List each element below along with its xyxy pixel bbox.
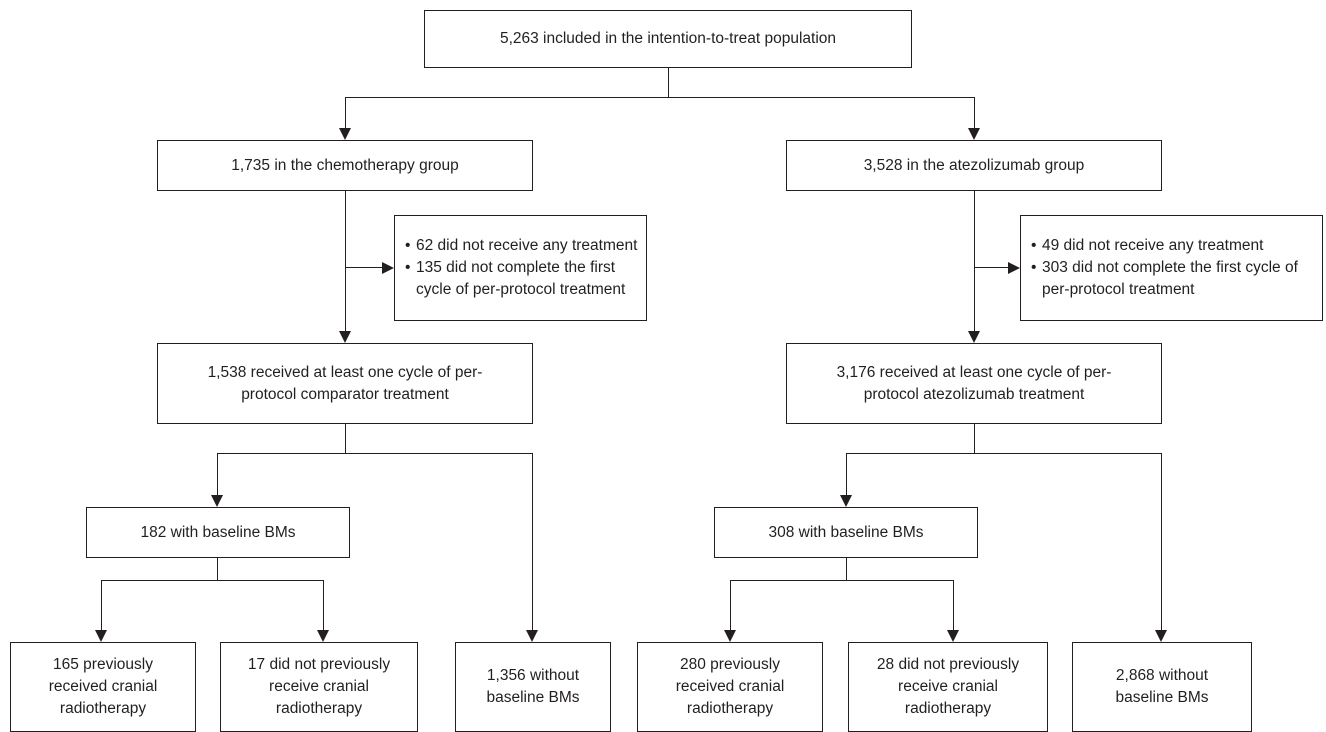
chemotherapy-previous-radiotherapy-label: 165 previously received cranial radiothe…: [48, 656, 158, 717]
arrow-head: [526, 630, 538, 642]
itt-population-box: 5,263 included in the intention-to-treat…: [424, 10, 912, 68]
chemotherapy-previous-radiotherapy-box: 165 previously received cranial radiothe…: [10, 642, 196, 732]
arrow-head: [968, 128, 980, 140]
atezolizumab-previous-radiotherapy-box: 280 previously received cranial radiothe…: [637, 642, 823, 732]
chemotherapy-without-bms-box: 1,356 without baseline BMs: [455, 642, 611, 732]
atezolizumab-no-previous-radiotherapy-label: 28 did not previously receive cranial ra…: [876, 656, 1020, 717]
exclusion-item: • 49 did not receive any treatment: [1031, 235, 1322, 257]
exclusion-item: • 62 did not receive any treatment: [405, 235, 646, 257]
atezolizumab-received-label: 3,176 received at least one cycle of per…: [836, 363, 1112, 403]
chemotherapy-exclusions-box: • 62 did not receive any treatment • 135 d…: [394, 215, 647, 321]
chemotherapy-no-previous-radiotherapy-label: 17 did not previously receive cranial ra…: [247, 656, 391, 717]
connector-line: [345, 97, 975, 99]
connector-line: [345, 424, 347, 454]
chemotherapy-bms-label: 182 with baseline BMs: [140, 523, 296, 541]
chemotherapy-group-label: 1,735 in the chemotherapy group: [231, 156, 459, 174]
connector-line: [101, 580, 324, 582]
connector-line: [974, 424, 976, 454]
connector-line: [1161, 453, 1163, 630]
atezolizumab-no-previous-radiotherapy-box: 28 did not previously receive cranial ra…: [848, 642, 1048, 732]
bullet: •: [1031, 237, 1037, 254]
itt-population-label: 5,263 included in the intention-to-treat…: [499, 30, 837, 47]
connector-line: [345, 97, 347, 128]
atezolizumab-bms-box: 308 with baseline BMs: [714, 507, 978, 558]
connector-line: [730, 580, 954, 582]
arrow-head: [95, 630, 107, 642]
atezolizumab-exclusions-box: • 49 did not receive any treatment • 303 d…: [1020, 215, 1323, 321]
connector-line: [846, 558, 848, 581]
connector-line: [323, 580, 325, 630]
chemotherapy-received-box: 1,538 received at least one cycle of per…: [157, 343, 533, 424]
atezolizumab-group-box: 3,528 in the atezolizumab group: [786, 140, 1162, 191]
arrow-head: [382, 262, 394, 274]
connector-line: [974, 191, 976, 331]
arrow-head: [1155, 630, 1167, 642]
connector-line: [974, 267, 1009, 269]
atezolizumab-exclusions-list: • 49 did not receive any treatment • 303 d…: [1031, 235, 1322, 301]
exclusion-text: 49 did not receive any treatment: [1042, 237, 1264, 254]
chemotherapy-without-bms-label: 1,356 without baseline BMs: [486, 667, 580, 706]
connector-line: [974, 97, 976, 128]
arrow-head: [211, 495, 223, 507]
connector-line: [730, 580, 732, 630]
connector-line: [846, 453, 1162, 455]
atezolizumab-bms-label: 308 with baseline BMs: [768, 523, 924, 541]
chemotherapy-received-label: 1,538 received at least one cycle of per…: [207, 363, 483, 403]
connector-line: [345, 191, 347, 331]
connector-line: [217, 453, 219, 495]
arrow-head: [339, 331, 351, 343]
exclusion-text: 62 did not receive any treatment: [416, 237, 638, 254]
exclusion-item: • 135 did not complete the first cycle of…: [405, 257, 646, 301]
arrow-head: [840, 495, 852, 507]
arrow-head: [968, 331, 980, 343]
atezolizumab-without-bms-label: 2,868 without baseline BMs: [1115, 667, 1209, 706]
exclusion-text: 135 did not complete the first cycle of …: [416, 259, 626, 298]
connector-line: [217, 453, 533, 455]
exclusion-text: 303 did not complete the first cycle of …: [1042, 259, 1298, 298]
connector-line: [101, 580, 103, 630]
bullet: •: [405, 237, 411, 254]
arrow-head: [339, 128, 351, 140]
connector-line: [846, 453, 848, 495]
arrow-head: [317, 630, 329, 642]
exclusion-item: • 303 did not complete the first cycle of…: [1031, 257, 1322, 301]
chemotherapy-bms-box: 182 with baseline BMs: [86, 507, 350, 558]
arrow-head: [724, 630, 736, 642]
chemotherapy-exclusions-list: • 62 did not receive any treatment • 135 d…: [405, 235, 646, 301]
chemotherapy-no-previous-radiotherapy-box: 17 did not previously receive cranial ra…: [220, 642, 418, 732]
connector-line: [953, 580, 955, 630]
bullet: •: [405, 259, 411, 276]
connector-line: [217, 558, 219, 581]
connector-line: [532, 453, 534, 630]
arrow-head: [947, 630, 959, 642]
chemotherapy-group-box: 1,735 in the chemotherapy group: [157, 140, 533, 191]
atezolizumab-group-label: 3,528 in the atezolizumab group: [863, 156, 1085, 174]
atezolizumab-previous-radiotherapy-label: 280 previously received cranial radiothe…: [675, 656, 785, 717]
arrow-head: [1008, 262, 1020, 274]
atezolizumab-without-bms-box: 2,868 without baseline BMs: [1072, 642, 1252, 732]
bullet: •: [1031, 259, 1037, 276]
connector-line: [668, 68, 670, 98]
connector-line: [345, 267, 383, 269]
atezolizumab-received-box: 3,176 received at least one cycle of per…: [786, 343, 1162, 424]
